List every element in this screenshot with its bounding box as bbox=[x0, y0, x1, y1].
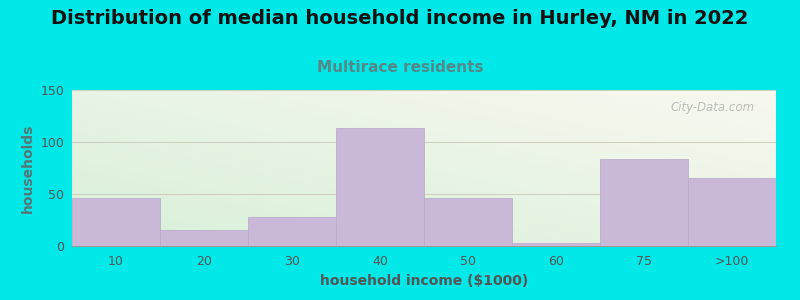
Bar bbox=[248, 217, 336, 246]
Bar bbox=[336, 128, 424, 246]
Y-axis label: households: households bbox=[21, 123, 35, 213]
Text: City-Data.com: City-Data.com bbox=[670, 101, 755, 114]
Bar bbox=[512, 243, 600, 246]
Bar bbox=[424, 198, 512, 246]
Text: Multirace residents: Multirace residents bbox=[317, 60, 483, 75]
Bar bbox=[688, 178, 776, 246]
X-axis label: household income ($1000): household income ($1000) bbox=[320, 274, 528, 288]
Bar bbox=[72, 198, 160, 246]
Text: Distribution of median household income in Hurley, NM in 2022: Distribution of median household income … bbox=[51, 9, 749, 28]
Bar bbox=[600, 159, 688, 246]
Bar bbox=[160, 230, 248, 246]
